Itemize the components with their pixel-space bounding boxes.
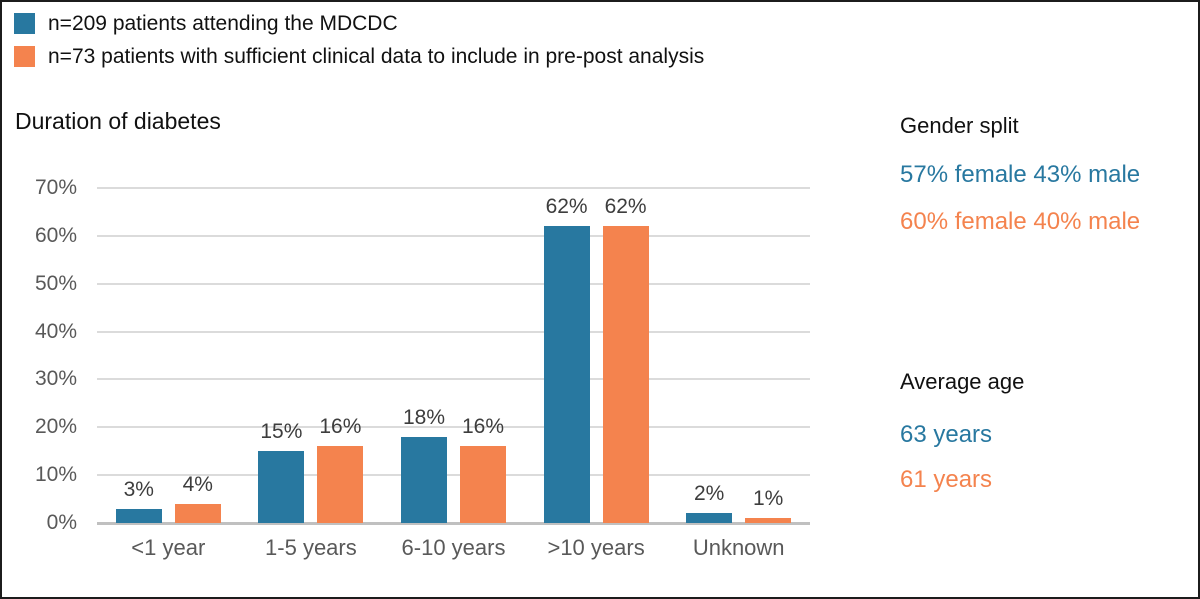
y-axis-tick-label: 0% (46, 511, 77, 534)
gridline (97, 282, 810, 285)
bar (745, 518, 792, 523)
bar (686, 513, 733, 523)
y-axis-tick-label: 50% (34, 271, 77, 295)
summary-side-panel: Gender split 57% female 43% male 60% fem… (900, 2, 1190, 597)
gridline (97, 378, 810, 381)
bar-value-label: 62% (604, 195, 647, 219)
y-axis-tick-label: 70% (34, 176, 77, 199)
average-age-value-prepost: 61 years (900, 466, 993, 493)
bar-value-label: 4% (182, 472, 213, 496)
bar (401, 436, 447, 523)
legend-swatch-blue-icon (14, 13, 35, 34)
y-axis-tick-label: 20% (34, 415, 77, 439)
legend-item-mdcdc: n=209 patients attending the MDCDC (14, 11, 704, 36)
x-axis-category-label: 6-10 years (401, 535, 506, 560)
legend-swatch-orange-icon (14, 46, 35, 67)
gridline (97, 474, 810, 477)
legend-label: n=73 patients with sufficient clinical d… (48, 45, 705, 68)
gridline (97, 330, 810, 333)
bar (174, 503, 221, 523)
average-age-heading: Average age (900, 369, 1025, 394)
duration-bar-chart: 0% 10% 20% 30% 40% 50% 60% 70% 3% 4% <1 year 15% 16%… (2, 2, 882, 597)
x-axis-category-label: 1-5 years (265, 535, 357, 560)
y-axis-tick-label: 10% (34, 463, 77, 487)
y-axis-tick-label: 30% (34, 367, 77, 391)
bar-value-label: 18% (402, 405, 446, 429)
x-axis-category-label: Unknown (692, 535, 785, 560)
bar (115, 508, 162, 523)
gridline (97, 234, 810, 237)
bar-value-label: 16% (461, 415, 505, 439)
gridline (97, 187, 810, 189)
bar (258, 451, 305, 523)
chart-legend: n=209 patients attending the MDCDC n=73 … (14, 11, 704, 69)
legend-item-prepost: n=73 patients with sufficient clinical d… (14, 44, 704, 69)
bar-value-label: 62% (545, 195, 588, 219)
legend-label: n=209 patients attending the MDCDC (48, 12, 398, 35)
gender-split-heading: Gender split (900, 113, 1019, 138)
chart-title: Duration of diabetes (15, 108, 221, 134)
bar-value-label: 1% (753, 487, 784, 511)
bar-value-label: 15% (260, 420, 303, 444)
gridline (97, 426, 810, 429)
y-axis-tick-label: 60% (34, 223, 77, 247)
x-axis-category-label: <1 year (131, 535, 206, 560)
bar (602, 226, 649, 523)
bar-value-label: 3% (123, 477, 154, 501)
x-axis-line (97, 522, 810, 525)
y-axis-tick-label: 40% (34, 319, 77, 343)
gender-split-value-mdcdc: 57% female 43% male (900, 161, 1141, 188)
bar (317, 446, 364, 523)
average-age-value-mdcdc: 63 years (900, 421, 993, 448)
bar-value-label: 16% (319, 415, 362, 439)
gender-split-value-prepost: 60% female 40% male (900, 208, 1141, 235)
x-axis-category-label: >10 years (547, 535, 645, 560)
bar-value-label: 2% (694, 482, 725, 506)
bar (543, 226, 590, 523)
bar (460, 446, 506, 523)
